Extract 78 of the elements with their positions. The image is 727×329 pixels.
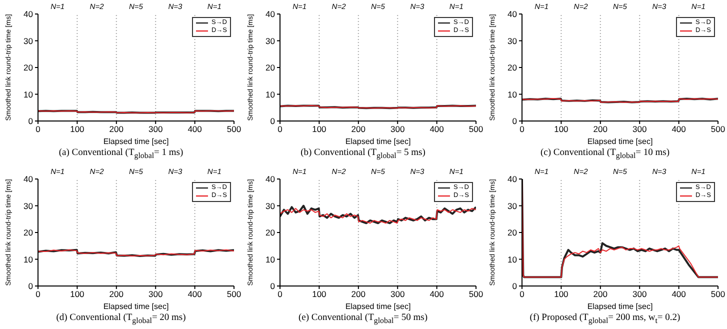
x-tick-label: 400: [430, 288, 444, 299]
y-tick-label: 30: [24, 200, 34, 210]
y-tick-label: 10: [508, 254, 518, 264]
y-tick-label: 20: [24, 227, 34, 238]
y-tick-label: 0: [28, 116, 34, 126]
y-tick-label: 30: [266, 200, 276, 210]
y-tick-label: 40: [24, 174, 34, 184]
y-tick-label: 30: [24, 36, 34, 46]
x-tick-label: 500: [710, 288, 726, 299]
y-tick-label: 20: [24, 62, 34, 73]
y-tick-label: 0: [512, 116, 518, 126]
text: (c) Conventional (T$_{global}$= 10 ms): [539, 147, 671, 162]
text: (b) Conventional (T$_{global}$= 5 ms): [300, 147, 426, 162]
x-tick-label: 200: [593, 288, 608, 299]
y-tick-label: 30: [508, 200, 518, 210]
y-tick-label: 20: [508, 62, 518, 73]
y-tick-label: 20: [266, 227, 276, 238]
x-tick-label: 400: [188, 288, 202, 299]
y-tick-label: 20: [508, 227, 518, 238]
x-axis-title: Elapsed time [sec]: [103, 302, 169, 310]
y-tick-label: 20: [266, 62, 276, 73]
x-tick-label: 100: [70, 124, 85, 134]
text: (d) Conventional (T$_{global}$= 20 ms): [55, 312, 187, 326]
x-tick-label: 100: [70, 288, 85, 299]
y-tick-label: 40: [266, 9, 276, 20]
x-tick-label: 500: [468, 288, 484, 299]
x-axis-title: Elapsed time [sec]: [345, 302, 411, 310]
x-tick-label: 0: [278, 124, 283, 134]
y-tick-label: 10: [24, 254, 34, 264]
y-tick-label: 0: [512, 280, 518, 291]
x-tick-label: 200: [351, 124, 366, 134]
x-tick-label: 300: [390, 288, 405, 299]
x-tick-label: 400: [188, 124, 202, 134]
x-tick-label: 200: [351, 288, 366, 299]
x-tick-label: 200: [109, 288, 124, 299]
x-tick-label: 0: [520, 124, 525, 134]
x-tick-label: 400: [430, 124, 444, 134]
y-tick-label: 10: [266, 254, 276, 264]
text: (e) Conventional (T$_{global}$= 50 ms): [297, 312, 429, 326]
x-tick-label: 400: [672, 124, 686, 134]
x-tick-label: 500: [468, 124, 484, 134]
y-tick-label: 30: [266, 36, 276, 46]
text: (f) Proposed (T$_{global}$= 200 ms, w$_{t}$= 0.2): [528, 312, 682, 326]
x-tick-label: 0: [36, 124, 41, 134]
y-tick-label: 10: [508, 89, 518, 100]
x-tick-label: 300: [632, 288, 647, 299]
x-tick-label: 0: [278, 288, 283, 299]
y-tick-label: 0: [270, 116, 276, 126]
x-tick-label: 500: [226, 288, 242, 299]
x-tick-label: 100: [312, 124, 327, 134]
y-tick-label: 0: [28, 280, 34, 291]
x-axis-title: Elapsed time [sec]: [103, 137, 169, 146]
y-tick-label: 40: [266, 174, 276, 184]
x-tick-label: 300: [148, 124, 163, 134]
x-tick-label: 500: [710, 124, 726, 134]
text: (a) Conventional (T$_{global}$= 1 ms): [58, 147, 184, 162]
y-tick-label: 0: [270, 280, 276, 291]
x-tick-label: 200: [109, 124, 124, 134]
x-tick-label: 0: [36, 288, 41, 299]
y-tick-label: 30: [508, 36, 518, 46]
x-tick-label: 300: [632, 124, 647, 134]
x-tick-label: 100: [312, 288, 327, 299]
x-axis-title: Elapsed time [sec]: [345, 137, 411, 146]
y-tick-label: 10: [266, 89, 276, 100]
y-tick-label: 40: [508, 174, 518, 184]
x-tick-label: 100: [554, 288, 569, 299]
y-tick-label: 10: [24, 89, 34, 100]
x-tick-label: 400: [672, 288, 686, 299]
x-tick-label: 300: [390, 124, 405, 134]
y-tick-label: 40: [24, 9, 34, 20]
x-tick-label: 300: [148, 288, 163, 299]
x-axis-title: Elapsed time [sec]: [587, 302, 653, 310]
y-tick-label: 40: [508, 9, 518, 20]
x-tick-label: 200: [593, 124, 608, 134]
x-axis-title: Elapsed time [sec]: [587, 137, 653, 146]
x-tick-label: 100: [554, 124, 569, 134]
x-tick-label: 0: [520, 288, 525, 299]
x-tick-label: 500: [226, 124, 242, 134]
